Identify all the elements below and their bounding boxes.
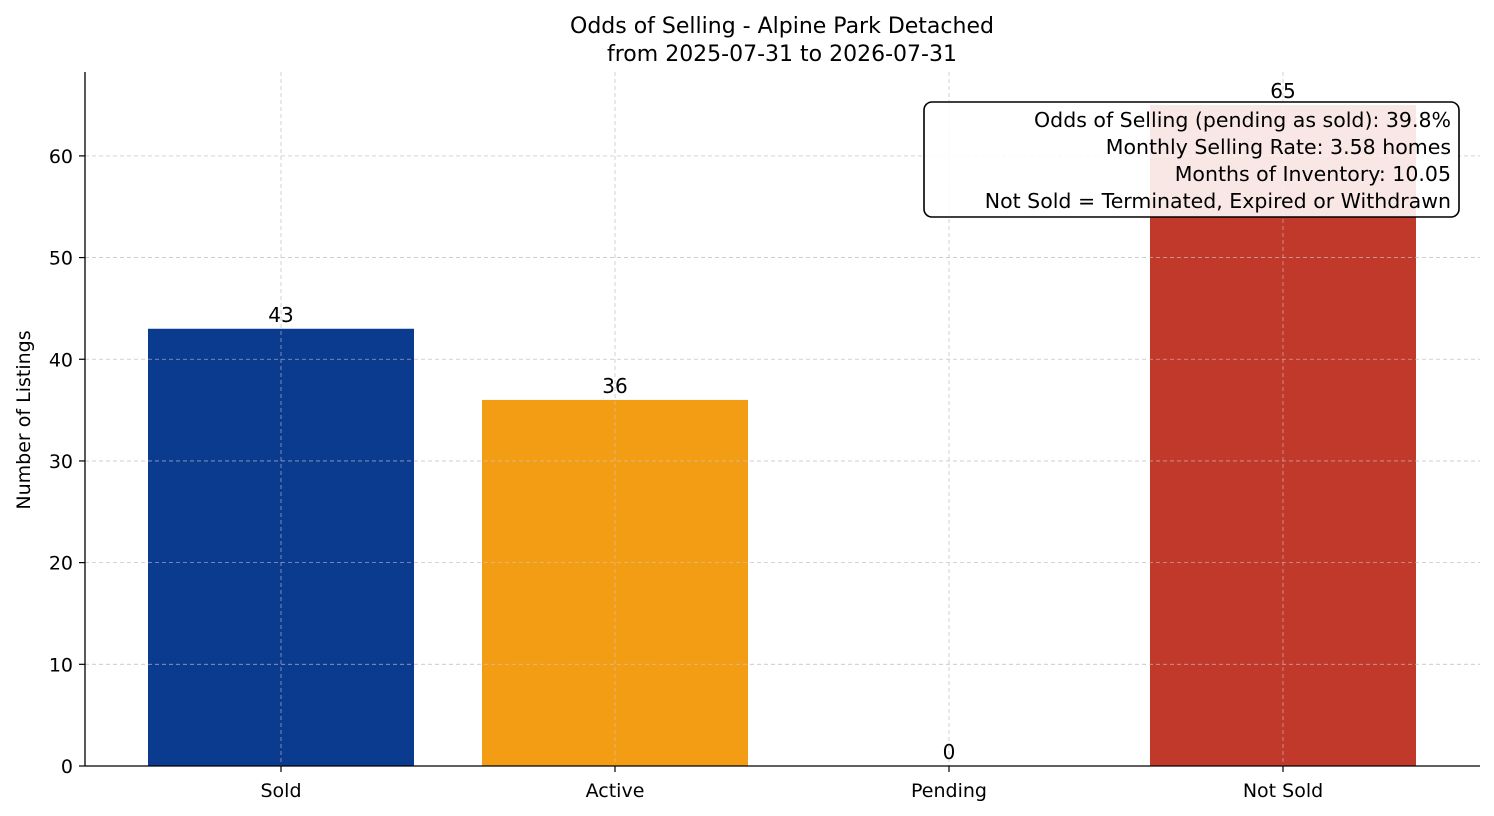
y-tick-label: 30 [49,451,73,473]
y-axis-label: Number of Listings [13,330,35,509]
y-tick-label: 10 [49,654,73,676]
x-tick-label: Pending [911,780,987,802]
x-tick-label: Not Sold [1243,780,1323,802]
annotation-line: Not Sold = Terminated, Expired or Withdr… [985,189,1451,213]
annotation-line: Odds of Selling (pending as sold): 39.8% [1034,108,1451,132]
chart-subtitle: from 2025-07-31 to 2026-07-31 [607,42,957,67]
x-tick-label: Active [586,780,645,802]
value-label-layer: 43 36 0 65 [268,79,1295,764]
y-tick-label: 50 [49,248,73,270]
axis-layer: 0 10 20 30 40 50 60 Sold Active Pending Not Sold [49,72,1480,802]
y-tick-label: 60 [49,146,73,168]
y-tick-label: 0 [61,756,73,778]
annotation-box: Odds of Selling (pending as sold): 39.8%… [923,101,1460,218]
value-label: 36 [602,374,627,398]
chart-title: Odds of Selling - Alpine Park Detached [570,14,994,39]
value-label: 43 [268,303,293,327]
annotation-line: Monthly Selling Rate: 3.58 homes [1106,135,1451,159]
x-tick-label: Sold [260,780,301,802]
value-label: 65 [1270,79,1295,103]
value-label: 0 [943,740,956,764]
y-tick-label: 40 [49,349,73,371]
annotation-line: Months of Inventory: 10.05 [1175,162,1451,186]
annotation-box-frame [923,101,1460,218]
y-tick-label: 20 [49,553,73,575]
